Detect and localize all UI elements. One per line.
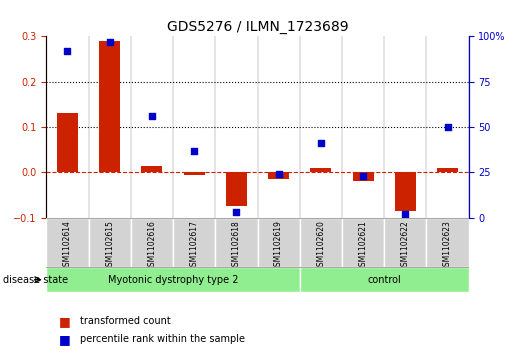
Bar bbox=[215, 218, 258, 267]
Bar bbox=[437, 168, 458, 172]
Bar bbox=[258, 218, 300, 267]
Point bbox=[148, 113, 156, 119]
Text: control: control bbox=[367, 274, 401, 285]
Text: transformed count: transformed count bbox=[80, 316, 170, 326]
Bar bbox=[57, 113, 78, 172]
Text: GSM1102616: GSM1102616 bbox=[147, 220, 157, 271]
Bar bbox=[89, 218, 131, 267]
Bar bbox=[173, 218, 215, 267]
Text: disease state: disease state bbox=[3, 274, 67, 285]
Point bbox=[106, 39, 114, 45]
Point bbox=[190, 148, 198, 154]
Text: GSM1102619: GSM1102619 bbox=[274, 220, 283, 271]
Bar bbox=[394, 172, 416, 211]
Bar bbox=[300, 267, 469, 292]
Bar bbox=[183, 172, 204, 175]
Bar bbox=[342, 218, 384, 267]
Bar bbox=[310, 168, 331, 172]
Bar bbox=[46, 267, 300, 292]
Bar bbox=[141, 166, 162, 172]
Text: GSM1102620: GSM1102620 bbox=[316, 220, 325, 271]
Bar bbox=[268, 172, 289, 179]
Text: ■: ■ bbox=[59, 333, 71, 346]
Title: GDS5276 / ILMN_1723689: GDS5276 / ILMN_1723689 bbox=[167, 20, 348, 34]
Text: GSM1102623: GSM1102623 bbox=[443, 220, 452, 271]
Point bbox=[359, 173, 367, 179]
Text: GSM1102621: GSM1102621 bbox=[358, 220, 368, 271]
Point bbox=[232, 209, 241, 215]
Bar bbox=[426, 218, 469, 267]
Bar bbox=[99, 41, 120, 172]
Point bbox=[274, 171, 283, 177]
Point bbox=[443, 124, 452, 130]
Point bbox=[317, 140, 325, 146]
Point bbox=[401, 211, 409, 217]
Text: GSM1102617: GSM1102617 bbox=[190, 220, 199, 271]
Point bbox=[63, 48, 72, 54]
Text: GSM1102618: GSM1102618 bbox=[232, 220, 241, 271]
Bar bbox=[46, 218, 89, 267]
Bar bbox=[226, 172, 247, 207]
Text: GSM1102622: GSM1102622 bbox=[401, 220, 410, 271]
Text: percentile rank within the sample: percentile rank within the sample bbox=[80, 334, 245, 344]
Bar bbox=[352, 172, 373, 182]
Text: ■: ■ bbox=[59, 315, 71, 328]
Text: GSM1102615: GSM1102615 bbox=[105, 220, 114, 271]
Bar bbox=[384, 218, 426, 267]
Text: GSM1102614: GSM1102614 bbox=[63, 220, 72, 271]
Bar bbox=[300, 218, 342, 267]
Text: Myotonic dystrophy type 2: Myotonic dystrophy type 2 bbox=[108, 274, 238, 285]
Bar bbox=[131, 218, 173, 267]
